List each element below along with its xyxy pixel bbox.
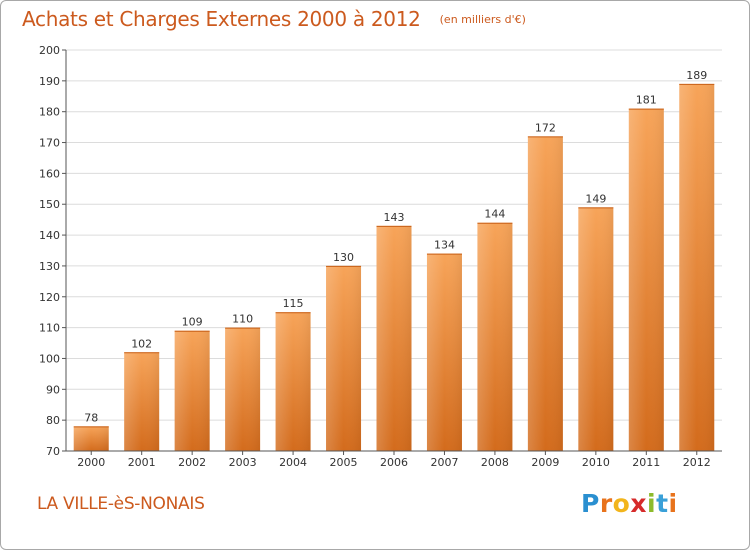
y-tick-label: 160 bbox=[39, 167, 60, 180]
bar-shade bbox=[426, 253, 462, 451]
data-label: 110 bbox=[232, 313, 253, 326]
logo-letter: P bbox=[581, 489, 600, 518]
data-label: 102 bbox=[131, 337, 152, 350]
y-tick-label: 170 bbox=[39, 137, 60, 150]
y-tick-label: 130 bbox=[39, 260, 60, 273]
y-tick-label: 200 bbox=[39, 44, 60, 57]
logo-letter: o bbox=[612, 489, 631, 518]
proxiti-logo: Proxiti bbox=[581, 489, 678, 518]
x-tick-label: 2007 bbox=[430, 456, 458, 469]
data-label: 143 bbox=[384, 211, 405, 224]
y-tick-label: 110 bbox=[39, 322, 60, 335]
logo-letter: i bbox=[647, 489, 657, 518]
y-tick-label: 140 bbox=[39, 229, 60, 242]
x-tick-label: 2011 bbox=[632, 456, 660, 469]
bar-shade bbox=[275, 312, 311, 451]
data-label: 172 bbox=[535, 121, 556, 134]
data-label: 134 bbox=[434, 239, 455, 252]
logo-letter: t bbox=[656, 489, 669, 518]
bar-shade bbox=[628, 108, 664, 451]
data-label: 181 bbox=[636, 94, 657, 107]
data-label: 78 bbox=[84, 411, 98, 424]
data-label: 115 bbox=[283, 297, 304, 310]
logo-letter: r bbox=[599, 489, 613, 518]
chart-header: Achats et Charges Externes 2000 à 2012 (… bbox=[22, 7, 526, 31]
data-label: 109 bbox=[182, 316, 203, 329]
y-tick-label: 100 bbox=[39, 352, 60, 365]
x-tick-label: 2005 bbox=[330, 456, 358, 469]
bar-shade bbox=[477, 222, 513, 451]
bar-shade bbox=[376, 225, 412, 451]
x-tick-label: 2010 bbox=[582, 456, 610, 469]
chart-title: Achats et Charges Externes 2000 à 2012 bbox=[22, 7, 421, 31]
bar-shade bbox=[174, 330, 210, 451]
logo-letter: i bbox=[668, 489, 678, 518]
logo-letter: x bbox=[630, 489, 647, 518]
y-tick-label: 190 bbox=[39, 75, 60, 88]
x-tick-label: 2004 bbox=[279, 456, 307, 469]
bar-shade bbox=[679, 83, 715, 451]
x-tick-label: 2009 bbox=[531, 456, 559, 469]
commune-name: LA VILLE-èS-NONAIS bbox=[37, 494, 205, 514]
chart-subtitle: (en milliers d'€) bbox=[439, 13, 526, 26]
data-label: 130 bbox=[333, 251, 354, 264]
x-tick-label: 2003 bbox=[229, 456, 257, 469]
y-tick-label: 80 bbox=[46, 414, 60, 427]
bar-shade bbox=[73, 426, 109, 451]
x-tick-label: 2002 bbox=[178, 456, 206, 469]
bar-shade bbox=[527, 136, 563, 451]
x-tick-label: 2012 bbox=[683, 456, 711, 469]
y-tick-label: 180 bbox=[39, 106, 60, 119]
bar-shade bbox=[578, 207, 614, 451]
y-tick-label: 70 bbox=[46, 445, 60, 458]
data-label: 189 bbox=[686, 69, 707, 82]
x-tick-label: 2008 bbox=[481, 456, 509, 469]
data-label: 149 bbox=[585, 192, 606, 205]
bar-shade bbox=[326, 265, 362, 451]
y-tick-label: 120 bbox=[39, 291, 60, 304]
x-tick-label: 2006 bbox=[380, 456, 408, 469]
x-tick-label: 2000 bbox=[77, 456, 105, 469]
x-tick-label: 2001 bbox=[128, 456, 156, 469]
y-tick-label: 90 bbox=[46, 383, 60, 396]
bar-shade bbox=[124, 352, 160, 451]
y-tick-label: 150 bbox=[39, 198, 60, 211]
data-label: 144 bbox=[484, 208, 505, 221]
bar-shade bbox=[225, 327, 261, 451]
